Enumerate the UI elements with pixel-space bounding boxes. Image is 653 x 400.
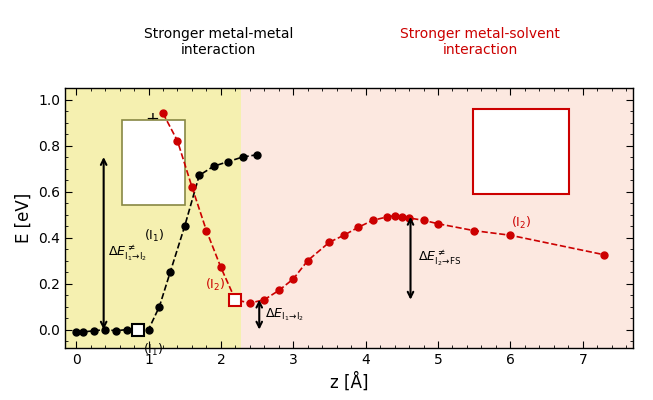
Text: (I$_1$): (I$_1$) [144,228,164,244]
Text: $\Delta E_{\mathrm{I_1 \!\rightarrow\! I_2}}$: $\Delta E_{\mathrm{I_1 \!\rightarrow\! I… [265,306,304,323]
Text: (I$_2$): (I$_2$) [205,277,225,293]
Text: (I$_1$): (I$_1$) [144,342,164,358]
Text: +: + [145,110,159,128]
FancyBboxPatch shape [473,109,569,194]
Text: (I$_2$): (I$_2$) [511,214,532,231]
Text: $\Delta E^{\neq}_{\mathrm{I_2 \!\rightarrow\! FS}}$: $\Delta E^{\neq}_{\mathrm{I_2 \!\rightar… [418,248,461,268]
Bar [241,88,633,348]
Y-axis label: E [eV]: E [eV] [15,193,33,243]
Text: Stronger metal-metal
interaction: Stronger metal-metal interaction [144,26,293,57]
FancyBboxPatch shape [123,120,185,205]
X-axis label: z [Å]: z [Å] [330,372,368,392]
Text: $\Delta E^{\neq}_{\mathrm{I_1 \!\rightarrow\! I_2}}$: $\Delta E^{\neq}_{\mathrm{I_1 \!\rightar… [108,244,147,263]
Bar [65,88,241,348]
Text: Stronger metal-solvent
interaction: Stronger metal-solvent interaction [400,26,560,57]
